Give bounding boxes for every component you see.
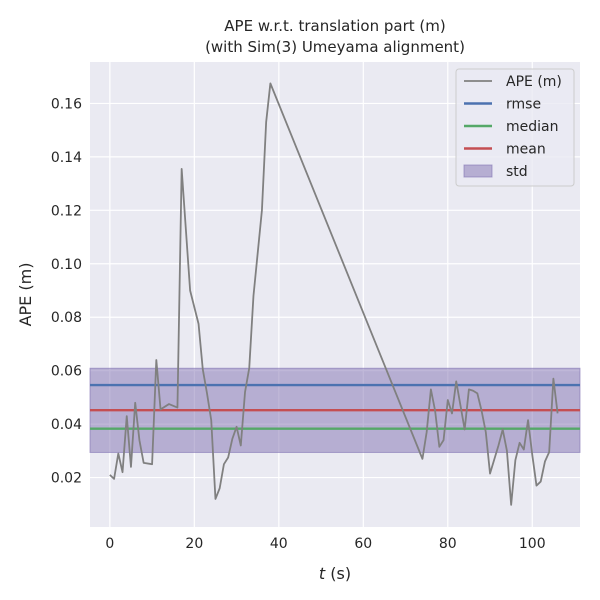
x-axis-label: t (s) xyxy=(319,564,351,583)
x-tick-label: 60 xyxy=(354,536,372,552)
y-tick-label: 0.12 xyxy=(51,203,82,219)
legend-label-rmse: rmse xyxy=(506,97,541,113)
legend-label-ape: APE (m) xyxy=(506,74,562,90)
x-axis-label-unit: (s) xyxy=(325,564,351,583)
y-tick-label: 0.02 xyxy=(51,471,82,487)
y-tick-label: 0.16 xyxy=(51,96,82,112)
y-axis-label: APE (m) xyxy=(16,263,35,327)
y-tick-label: 0.08 xyxy=(51,310,82,326)
legend: APE (m) rmse median mean std xyxy=(455,68,575,187)
series-layer xyxy=(109,82,559,506)
chart-title-line1: APE w.r.t. translation part (m) xyxy=(224,17,445,35)
x-tick-label: 100 xyxy=(519,536,546,552)
legend-label-mean: mean xyxy=(506,142,546,158)
y-tick-label: 0.04 xyxy=(51,417,82,433)
ape-series-line xyxy=(109,82,559,506)
chart-title-line2: (with Sim(3) Umeyama alignment) xyxy=(205,38,465,56)
x-tick-label: 40 xyxy=(270,536,288,552)
legend-label-median: median xyxy=(506,119,558,135)
x-tick-label: 0 xyxy=(105,536,114,552)
tick-labels-layer: 0 20 40 60 80 100 0.02 0.04 0.06 0.08 0.10 0.12 0.14… xyxy=(51,96,546,552)
legend-swatch-std xyxy=(463,164,493,178)
x-tick-label: 20 xyxy=(185,536,203,552)
stat-lines-layer xyxy=(90,383,580,430)
y-tick-label: 0.14 xyxy=(51,150,82,166)
legend-label-std: std xyxy=(506,164,528,180)
y-tick-label: 0.10 xyxy=(51,257,82,273)
legend-frame xyxy=(455,68,575,187)
x-tick-label: 80 xyxy=(439,536,457,552)
x-axis-label-italic: t xyxy=(319,564,326,583)
y-tick-label: 0.06 xyxy=(51,364,82,380)
